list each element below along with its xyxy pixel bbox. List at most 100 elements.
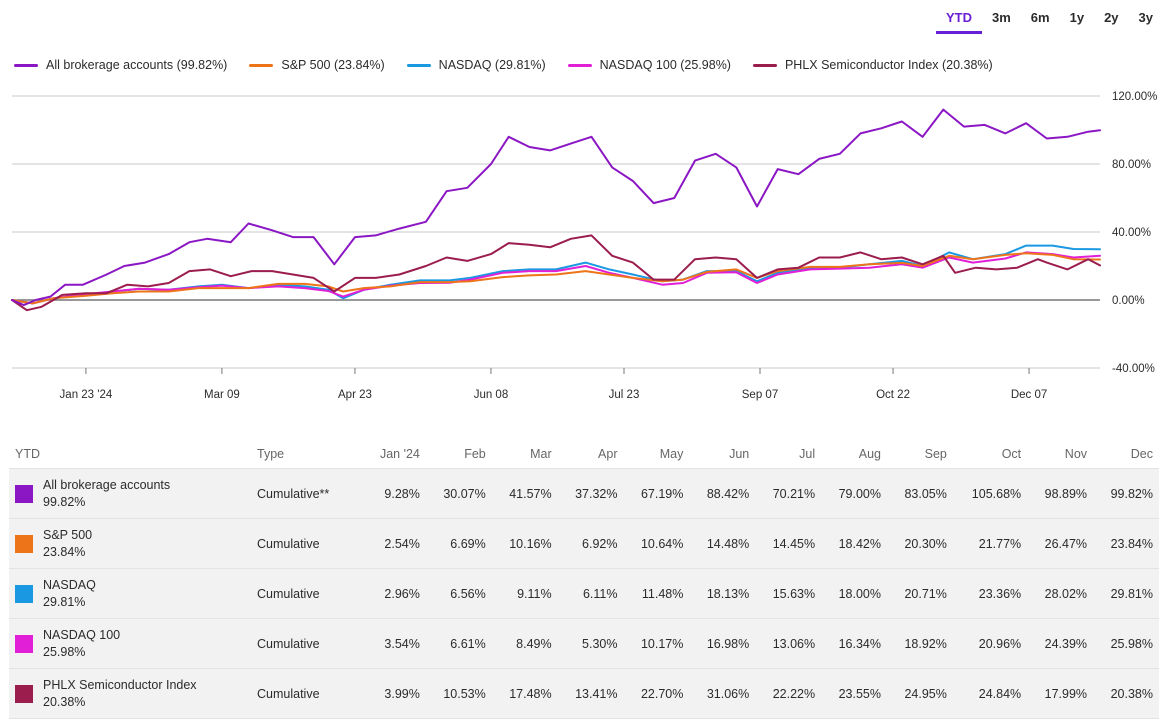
column-header-mar: Mar [491,440,558,469]
value-cell: 88.42% [689,468,756,519]
value-cell: 5.30% [557,618,624,669]
value-cell: 9.11% [491,568,558,619]
value-cell: 20.38% [1093,668,1159,719]
value-cell: 10.16% [491,518,558,569]
type-cell: Cumulative** [251,468,363,519]
value-cell: 15.63% [755,568,822,619]
value-cell: 28.02% [1027,568,1094,619]
type-cell: Cumulative [251,568,363,619]
series-name: NASDAQ 100 [43,627,121,642]
value-cell: 20.30% [886,518,953,569]
series-name-cell: NASDAQ 100 25.98% [9,618,251,669]
value-cell: 13.41% [557,668,624,719]
series-name-cell: S&P 500 23.84% [9,518,251,569]
table-row: All brokerage accounts 99.82% Cumulative**… [9,468,1159,519]
column-header-dec: Dec [1093,440,1159,469]
x-tick-label: Jul 23 [609,389,640,401]
column-header-aug: Aug [821,440,887,469]
series-name-cell: All brokerage accounts 99.82% [9,468,251,519]
range-tab-3m[interactable]: 3m [992,10,1011,25]
legend-label: NASDAQ 100 (25.98%) [599,58,731,72]
series-line-s-p-500 [11,252,1101,305]
series-name: NASDAQ [43,577,96,592]
legend-swatch [14,63,38,67]
value-cell: 37.32% [557,468,624,519]
legend-label: NASDAQ (29.81%) [438,58,546,72]
type-cell: Cumulative [251,618,363,669]
column-header-jan: Jan '24 [363,440,426,469]
legend-item-nasdaq-100[interactable]: NASDAQ 100 (25.98%) [567,58,731,72]
value-cell: 26.47% [1027,518,1094,569]
legend-label: PHLX Semiconductor Index (20.38%) [784,58,993,72]
table-row: NASDAQ 29.81% Cumulative 2.96% 6.56% 9.11% 6.1… [9,568,1159,619]
value-cell: 3.99% [363,668,426,719]
value-cell: 18.00% [821,568,887,619]
range-tab-6m[interactable]: 6m [1030,10,1050,25]
type-cell: Cumulative [251,668,363,719]
legend-item-phlx-semiconductor[interactable]: PHLX Semiconductor Index (20.38%) [752,58,993,72]
range-tab-2y[interactable]: 2y [1104,10,1119,25]
value-cell: 105.68% [952,468,1028,519]
table-row: PHLX Semiconductor Index 20.38% Cumulative… [9,668,1159,719]
value-cell: 24.39% [1027,618,1094,669]
value-cell: 20.71% [886,568,953,619]
x-tick-label: Sep 07 [742,389,778,401]
y-tick-label: 120.00% [1112,91,1157,103]
value-cell: 6.56% [425,568,492,619]
series-name: S&P 500 [43,527,93,542]
legend-swatch [406,63,431,67]
value-cell: 10.17% [623,618,690,669]
legend-item-sp500[interactable]: S&P 500 (23.84%) [249,58,385,72]
range-tab-3y[interactable]: 3y [1138,10,1153,25]
value-cell: 9.28% [363,468,426,519]
value-cell: 70.21% [755,468,822,519]
value-cell: 10.53% [425,668,492,719]
value-cell: 21.77% [952,518,1028,569]
type-cell: Cumulative [251,518,363,569]
legend-swatch [249,63,274,67]
series-total: 99.82% [43,494,86,509]
value-cell: 17.99% [1027,668,1094,719]
series-total: 23.84% [43,544,86,559]
column-header-may: May [623,440,690,469]
legend-item-nasdaq[interactable]: NASDAQ (29.81%) [406,58,546,72]
table-header-row: YTD Type Jan '24 Feb Mar Apr May Jun Jul… [9,440,1159,469]
legend-swatch [567,63,592,67]
legend-item-all-brokerage[interactable]: All brokerage accounts (99.82%) [14,58,227,72]
column-header-jun: Jun [689,440,756,469]
value-cell: 16.34% [821,618,887,669]
series-total: 29.81% [43,594,86,609]
value-cell: 18.13% [689,568,756,619]
value-cell: 10.64% [623,518,690,569]
value-cell: 25.98% [1093,618,1159,669]
series-name: All brokerage accounts [43,477,171,492]
value-cell: 17.48% [491,668,558,719]
series-line-all-brokerage-accounts [11,108,1101,307]
value-cell: 16.98% [689,618,756,669]
value-cell: 6.11% [557,568,624,619]
value-cell: 18.42% [821,518,887,569]
column-header-oct: Oct [952,440,1028,469]
value-cell: 23.36% [952,568,1028,619]
x-tick-label: Apr 23 [338,389,372,401]
column-header-apr: Apr [557,440,624,469]
value-cell: 2.96% [363,568,426,619]
value-cell: 98.89% [1027,468,1094,519]
series-swatch [15,684,33,703]
value-cell: 22.70% [623,668,690,719]
table-body: All brokerage accounts 99.82% Cumulative**… [9,468,1159,719]
table-row: NASDAQ 100 25.98% Cumulative 3.54% 6.61% 8.49… [9,618,1159,669]
range-tab-ytd[interactable]: YTD [936,4,982,34]
series-total: 20.38% [43,694,86,709]
value-cell: 23.55% [821,668,887,719]
value-cell: 83.05% [886,468,953,519]
value-cell: 24.84% [952,668,1028,719]
range-tab-1y[interactable]: 1y [1069,10,1085,25]
value-cell: 6.61% [425,618,492,669]
y-tick-label: 80.00% [1112,159,1151,171]
y-tick-label: 0.00% [1112,295,1145,307]
x-tick-label: Oct 22 [876,389,910,401]
value-cell: 13.06% [755,618,822,669]
value-cell: 23.84% [1093,518,1159,569]
value-cell: 99.82% [1093,468,1159,519]
